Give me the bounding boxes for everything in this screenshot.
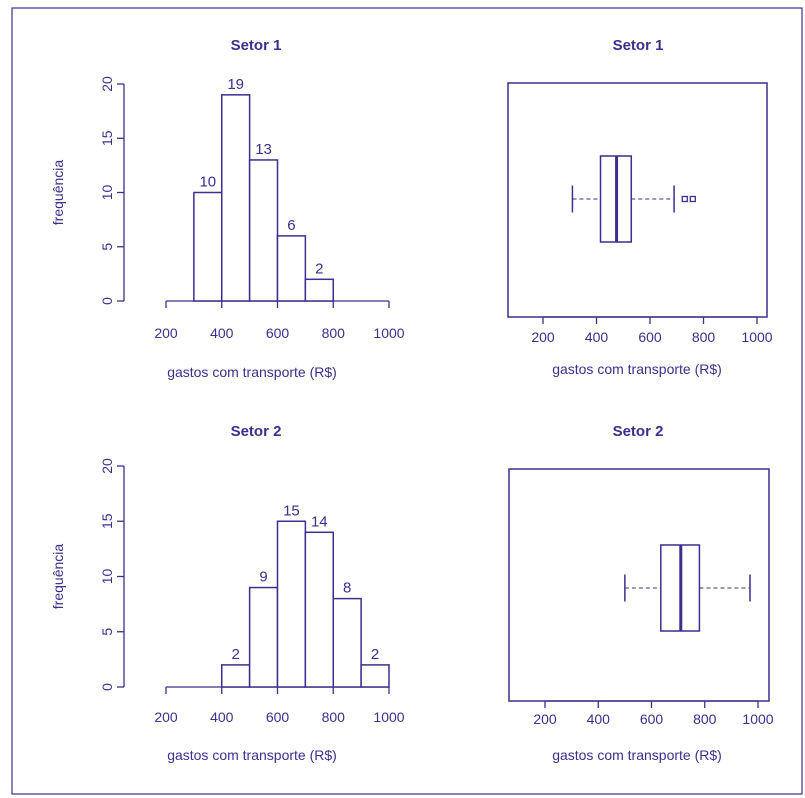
figure-frame xyxy=(11,7,803,795)
x-tick-label: 600 xyxy=(640,711,664,727)
x-axis: 200 400 600 800 1000 xyxy=(533,700,774,727)
x-axis: 200 400 600 800 1000 xyxy=(154,300,405,341)
bar-value-label: 19 xyxy=(227,76,244,93)
histogram-bar xyxy=(248,159,279,302)
y-axis: 0 5 10 15 20 xyxy=(99,76,125,305)
y-axis-label: frequência xyxy=(50,544,66,610)
histogram-bar xyxy=(248,586,279,688)
chart-panel-2: Setor 1 200 400 600 800 1000 gastos com transp… xyxy=(507,37,773,377)
boxplot xyxy=(624,544,751,632)
x-tick-label: 1000 xyxy=(742,711,773,727)
x-axis-label: gastos com transporte (R$) xyxy=(552,747,722,763)
x-tick-label: 600 xyxy=(266,709,290,725)
histogram-bar xyxy=(332,597,362,688)
y-tick-label: 15 xyxy=(99,513,115,529)
x-tick-label: 600 xyxy=(266,325,290,341)
x-tick-label: 1000 xyxy=(373,325,404,341)
y-tick-label: 15 xyxy=(99,130,115,146)
histogram-bar xyxy=(304,278,334,302)
histogram-bar xyxy=(304,531,334,688)
bar-value-label: 2 xyxy=(371,646,379,663)
plot-frame xyxy=(508,468,770,702)
chart-title: Setor 2 xyxy=(231,423,282,440)
bar-value-label: 8 xyxy=(343,580,351,597)
bar-value-label: 2 xyxy=(315,260,323,277)
bars: 10 19 13 6 2 xyxy=(193,76,334,302)
y-tick-label: 0 xyxy=(99,683,115,691)
x-tick-label: 200 xyxy=(154,709,178,725)
x-axis-label: gastos com transporte (R$) xyxy=(167,364,337,380)
bar-value-label: 10 xyxy=(199,174,216,191)
chart-title: Setor 2 xyxy=(613,423,664,440)
histogram-bar xyxy=(193,191,223,302)
bar-value-label: 2 xyxy=(232,646,240,663)
bar-value-label: 15 xyxy=(283,502,300,519)
x-tick-label: 400 xyxy=(587,711,611,727)
y-tick-label: 5 xyxy=(99,243,115,251)
bar-value-label: 9 xyxy=(259,569,267,586)
x-tick-label: 1000 xyxy=(373,709,404,725)
y-tick-label: 10 xyxy=(99,569,115,585)
boxplot xyxy=(571,155,696,243)
bar-value-label: 14 xyxy=(311,513,328,530)
x-tick-label: 200 xyxy=(154,325,178,341)
outlier-point xyxy=(681,195,688,203)
x-tick-label: 800 xyxy=(693,711,717,727)
chart-title: Setor 1 xyxy=(231,37,282,54)
chart-panel-4: Setor 2 200 400 600 800 1000 gastos com transp… xyxy=(508,423,774,763)
x-tick-label: 400 xyxy=(210,325,234,341)
histogram-bar xyxy=(221,664,251,688)
x-tick-label: 800 xyxy=(322,709,346,725)
histogram-bar xyxy=(276,520,307,688)
x-axis-label: gastos com transporte (R$) xyxy=(167,747,337,763)
x-tick-label: 400 xyxy=(585,329,609,345)
x-tick-label: 400 xyxy=(210,709,234,725)
histogram-bar xyxy=(276,235,307,302)
y-tick-label: 0 xyxy=(99,297,115,305)
histogram-bar xyxy=(221,94,251,302)
x-axis: 200 400 600 800 1000 xyxy=(154,686,405,725)
y-tick-label: 20 xyxy=(99,76,115,92)
chart-title: Setor 1 xyxy=(613,37,664,54)
y-tick-label: 10 xyxy=(99,185,115,201)
x-tick-label: 600 xyxy=(638,329,662,345)
x-tick-label: 1000 xyxy=(741,329,772,345)
x-tick-label: 200 xyxy=(531,329,555,345)
plot-frame xyxy=(507,82,768,318)
bar-value-label: 13 xyxy=(255,141,272,158)
x-tick-label: 800 xyxy=(322,325,346,341)
x-tick-label: 200 xyxy=(533,711,557,727)
y-tick-label: 20 xyxy=(99,458,115,474)
y-axis: 0 5 10 15 20 xyxy=(99,458,125,691)
bar-value-label: 6 xyxy=(287,217,295,234)
bars: 2 9 15 14 8 2 xyxy=(221,502,390,688)
x-axis-label: gastos com transporte (R$) xyxy=(552,361,722,377)
histogram-bar xyxy=(360,664,390,688)
x-tick-label: 800 xyxy=(692,329,716,345)
outlier-point xyxy=(689,195,696,203)
x-axis: 200 400 600 800 1000 xyxy=(531,316,773,345)
y-tick-label: 5 xyxy=(99,628,115,636)
y-axis-label: frequência xyxy=(50,160,66,226)
